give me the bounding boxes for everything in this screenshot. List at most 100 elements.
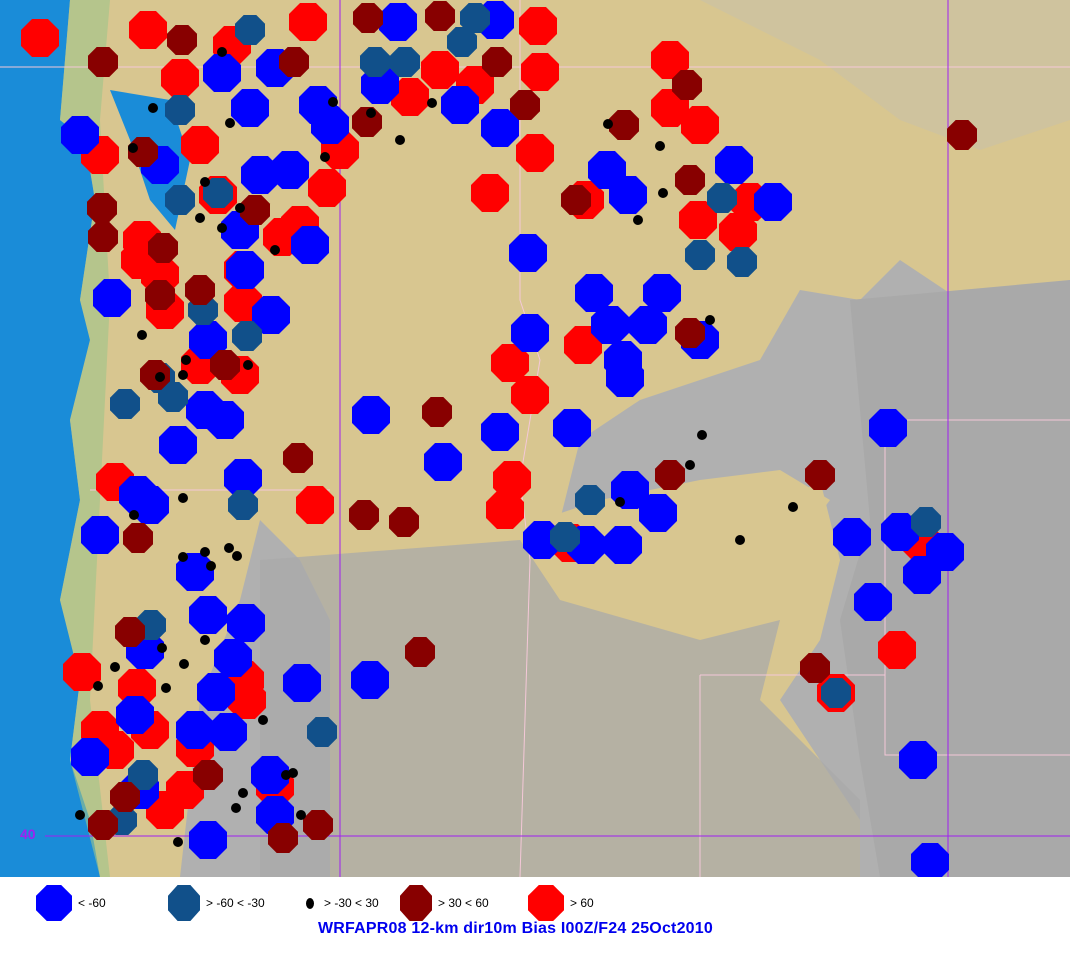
marker-30-60 — [279, 47, 309, 77]
gray-terrain-east — [840, 280, 1070, 877]
marker-lt-minus60 — [715, 146, 753, 184]
marker-minus30-30 — [232, 551, 242, 561]
marker-minus30-30 — [129, 510, 139, 520]
marker-gt-60 — [521, 53, 559, 91]
marker-gt-60 — [679, 201, 717, 239]
marker-minus60-minus30 — [235, 15, 265, 45]
marker-30-60 — [110, 782, 140, 812]
marker-lt-minus60 — [926, 533, 964, 571]
marker-minus30-30 — [735, 535, 745, 545]
marker-30-60 — [353, 3, 383, 33]
marker-minus30-30 — [697, 430, 707, 440]
marker-lt-minus60 — [629, 306, 667, 344]
marker-30-60 — [405, 637, 435, 667]
marker-minus60-minus30 — [110, 389, 140, 419]
marker-gt-60 — [719, 213, 757, 251]
marker-lt-minus60 — [553, 409, 591, 447]
marker-gt-60 — [63, 653, 101, 691]
marker-minus60-minus30 — [911, 507, 941, 537]
marker-minus30-30 — [615, 497, 625, 507]
marker-minus60-minus30 — [128, 760, 158, 790]
marker-minus30-30 — [705, 315, 715, 325]
marker-lt-minus60 — [833, 518, 871, 556]
marker-minus30-30 — [225, 118, 235, 128]
marker-minus30-30 — [155, 372, 165, 382]
marker-gt-60 — [564, 326, 602, 364]
marker-minus30-30 — [366, 108, 376, 118]
marker-gt-60 — [129, 11, 167, 49]
marker-minus30-30 — [148, 103, 158, 113]
marker-minus60-minus30 — [575, 485, 605, 515]
marker-minus30-30 — [217, 47, 227, 57]
marker-gt-60 — [519, 7, 557, 45]
marker-minus30-30 — [178, 552, 188, 562]
marker-lt-minus60 — [899, 741, 937, 779]
marker-30-60 — [88, 810, 118, 840]
marker-lt-minus60 — [283, 664, 321, 702]
marker-30-60 — [140, 360, 170, 390]
marker-lt-minus60 — [575, 274, 613, 312]
marker-lt-minus60 — [591, 306, 629, 344]
marker-minus30-30 — [178, 370, 188, 380]
legend: < -60 > -60 < -30 > -30 < 30 > 30 < 60 >… — [0, 877, 1070, 927]
marker-lt-minus60 — [71, 738, 109, 776]
marker-minus60-minus30 — [447, 27, 477, 57]
marker-lt-minus60 — [379, 3, 417, 41]
legend-label: > 30 < 60 — [438, 896, 489, 910]
marker-minus60-minus30 — [232, 321, 262, 351]
marker-lt-minus60 — [481, 413, 519, 451]
marker-lt-minus60 — [189, 821, 227, 859]
marker-minus60-minus30 — [203, 178, 233, 208]
marker-minus30-30 — [195, 213, 205, 223]
marker-minus30-30 — [633, 215, 643, 225]
marker-minus60-minus30 — [307, 717, 337, 747]
marker-gt-60 — [516, 134, 554, 172]
legend-label: > -30 < 30 — [324, 896, 379, 910]
marker-lt-minus60 — [197, 673, 235, 711]
marker-30-60 — [947, 120, 977, 150]
legend-label: > 60 — [570, 896, 594, 910]
marker-30-60 — [148, 233, 178, 263]
legend-item-gt-60: > 60 — [528, 885, 594, 921]
marker-gt-60 — [491, 344, 529, 382]
maroon-octagon-icon — [400, 885, 432, 921]
marker-gt-60 — [421, 51, 459, 89]
pacific-ocean — [0, 0, 100, 877]
marker-gt-60 — [228, 681, 266, 719]
marker-lt-minus60 — [224, 459, 262, 497]
gray-mountains-north — [700, 0, 1070, 150]
marker-minus30-30 — [788, 502, 798, 512]
marker-lt-minus60 — [424, 443, 462, 481]
marker-30-60 — [268, 823, 298, 853]
latitude-label: 40 — [20, 826, 36, 842]
marker-gt-60 — [181, 126, 219, 164]
marker-minus30-30 — [655, 141, 665, 151]
marker-30-60 — [123, 523, 153, 553]
marker-lt-minus60 — [93, 279, 131, 317]
marker-minus60-minus30 — [707, 183, 737, 213]
marker-gt-60 — [391, 78, 429, 116]
marker-minus60-minus30 — [390, 47, 420, 77]
marker-minus60-minus30 — [165, 185, 195, 215]
marker-gt-60 — [21, 19, 59, 57]
marker-lt-minus60 — [911, 843, 949, 877]
marker-30-60 — [805, 460, 835, 490]
marker-30-60 — [303, 810, 333, 840]
marker-lt-minus60 — [116, 696, 154, 734]
marker-lt-minus60 — [511, 314, 549, 352]
marker-lt-minus60 — [176, 711, 214, 749]
marker-minus60-minus30 — [460, 3, 490, 33]
marker-minus30-30 — [427, 98, 437, 108]
marker-minus30-30 — [258, 715, 268, 725]
marker-30-60 — [145, 280, 175, 310]
marker-minus30-30 — [157, 643, 167, 653]
marker-30-60 — [283, 443, 313, 473]
marker-minus30-30 — [206, 561, 216, 571]
marker-lt-minus60 — [291, 226, 329, 264]
marker-minus30-30 — [178, 493, 188, 503]
marker-minus30-30 — [179, 659, 189, 669]
marker-lt-minus60 — [351, 661, 389, 699]
marker-minus30-30 — [93, 681, 103, 691]
marker-minus30-30 — [224, 543, 234, 553]
marker-minus30-30 — [200, 177, 210, 187]
